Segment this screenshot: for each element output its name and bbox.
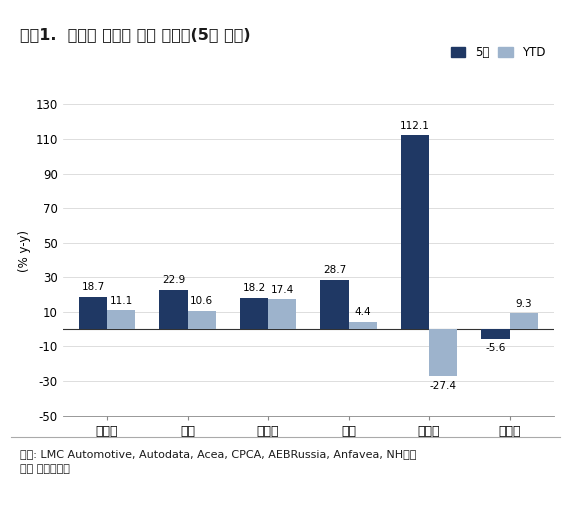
Text: 28.7: 28.7 — [323, 265, 346, 275]
Text: -27.4: -27.4 — [430, 381, 457, 391]
Bar — [159, 289, 188, 329]
Text: -5.6: -5.6 — [485, 343, 506, 353]
Text: 112.1: 112.1 — [400, 121, 430, 131]
Text: 그림1.  지역별 자동차 수요 성장률(5월 기준): 그림1. 지역별 자동차 수요 성장률(5월 기준) — [20, 27, 251, 42]
Bar — [240, 298, 268, 329]
Bar — [401, 135, 429, 329]
Legend: 5월, YTD: 5월, YTD — [449, 44, 548, 62]
Bar — [268, 299, 296, 329]
Bar — [348, 322, 377, 329]
Text: 9.3: 9.3 — [516, 299, 532, 309]
Text: 11.1: 11.1 — [110, 295, 133, 306]
Text: 22.9: 22.9 — [162, 275, 185, 285]
Text: 18.2: 18.2 — [242, 283, 266, 293]
Bar — [79, 297, 107, 329]
Text: 4.4: 4.4 — [355, 307, 371, 317]
Bar — [481, 329, 509, 339]
Text: 18.7: 18.7 — [82, 283, 104, 292]
Text: 10.6: 10.6 — [190, 297, 213, 306]
Text: 자료: LMC Automotive, Autodata, Acea, CPCA, AEBRussia, Anfavea, NH투자
증권 리서치본부: 자료: LMC Automotive, Autodata, Acea, CPCA… — [20, 449, 416, 474]
Bar — [429, 329, 457, 377]
Bar — [107, 310, 135, 329]
Bar — [509, 313, 538, 329]
Bar — [188, 311, 216, 329]
Bar — [320, 280, 348, 329]
Text: 17.4: 17.4 — [271, 285, 294, 295]
Y-axis label: (% y-y): (% y-y) — [18, 230, 31, 272]
